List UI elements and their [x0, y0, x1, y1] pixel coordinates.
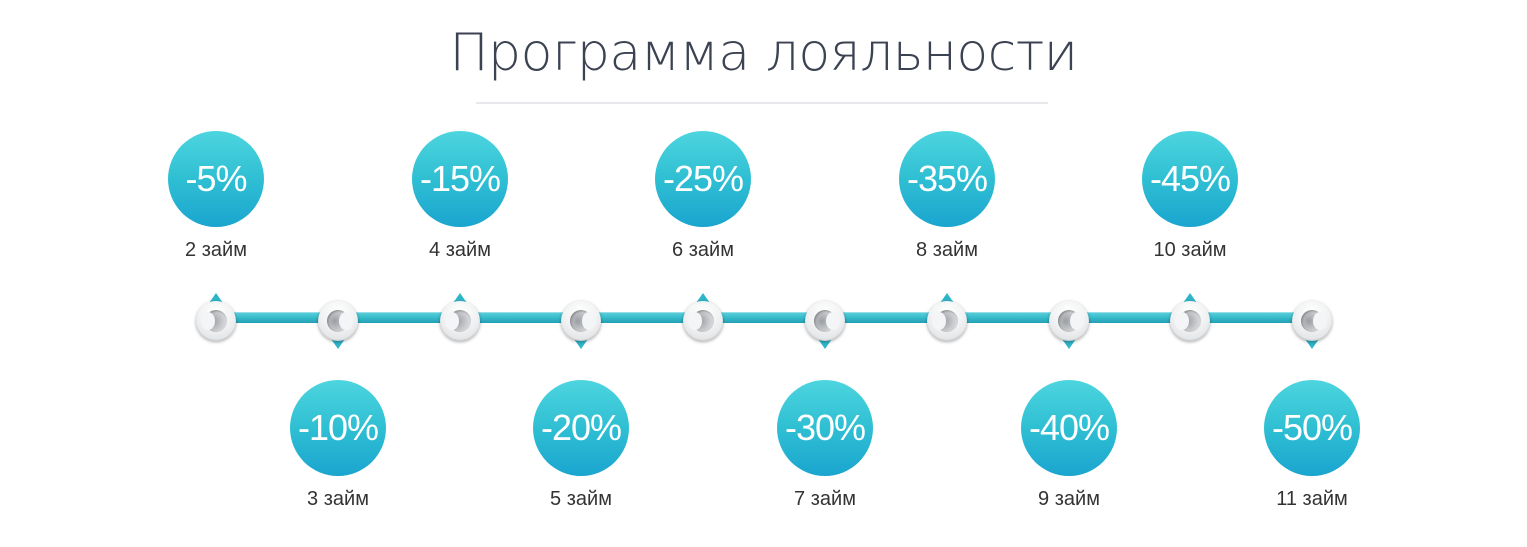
- discount-badge: -35%: [899, 131, 995, 227]
- node-pointer-icon: [1183, 293, 1197, 303]
- discount-badge: -20%: [533, 380, 629, 476]
- loan-count-label: 4 займ: [429, 239, 491, 261]
- node-pointer-icon: [453, 293, 467, 303]
- timeline-node: [1292, 301, 1332, 349]
- node-knob-icon: [1292, 301, 1332, 341]
- loyalty-timeline: [214, 312, 1310, 323]
- timeline-node: [805, 301, 845, 349]
- loan-count-label: 3 займ: [307, 488, 369, 510]
- discount-badge: -30%: [777, 380, 873, 476]
- timeline-node: [196, 293, 236, 341]
- node-knob-icon: [318, 301, 358, 341]
- loan-count-label: 6 займ: [672, 239, 734, 261]
- discount-badge: -10%: [290, 380, 386, 476]
- loan-count-label: 5 займ: [550, 488, 612, 510]
- node-knob-icon: [805, 301, 845, 341]
- node-knob-icon: [1170, 301, 1210, 341]
- node-pointer-icon: [331, 339, 345, 349]
- node-pointer-icon: [574, 339, 588, 349]
- node-pointer-icon: [940, 293, 954, 303]
- loan-count-label: 7 займ: [794, 488, 856, 510]
- loan-count-label: 8 займ: [916, 239, 978, 261]
- node-knob-icon: [927, 301, 967, 341]
- loan-count-label: 10 займ: [1153, 239, 1227, 261]
- node-pointer-icon: [818, 339, 832, 349]
- timeline-node: [683, 293, 723, 341]
- node-knob-icon: [683, 301, 723, 341]
- loan-count-label: 9 займ: [1038, 488, 1100, 510]
- timeline-node: [561, 301, 601, 349]
- node-knob-icon: [440, 301, 480, 341]
- node-knob-icon: [196, 301, 236, 341]
- timeline-node: [1049, 301, 1089, 349]
- loan-count-label: 2 займ: [185, 239, 247, 261]
- node-knob-icon: [561, 301, 601, 341]
- node-pointer-icon: [1062, 339, 1076, 349]
- loan-count-label: 11 займ: [1276, 488, 1348, 510]
- node-pointer-icon: [696, 293, 710, 303]
- discount-badge: -40%: [1021, 380, 1117, 476]
- node-pointer-icon: [1305, 339, 1319, 349]
- timeline-node: [1170, 293, 1210, 341]
- discount-badge: -50%: [1264, 380, 1360, 476]
- discount-badge: -45%: [1142, 131, 1238, 227]
- timeline-node: [318, 301, 358, 349]
- discount-badge: -25%: [655, 131, 751, 227]
- node-knob-icon: [1049, 301, 1089, 341]
- node-pointer-icon: [209, 293, 223, 303]
- discount-badge: -15%: [412, 131, 508, 227]
- discount-badge: -5%: [168, 131, 264, 227]
- timeline-node: [440, 293, 480, 341]
- title-divider: [476, 102, 1048, 104]
- timeline-node: [927, 293, 967, 341]
- page-title: Программа лояльности: [449, 23, 1078, 83]
